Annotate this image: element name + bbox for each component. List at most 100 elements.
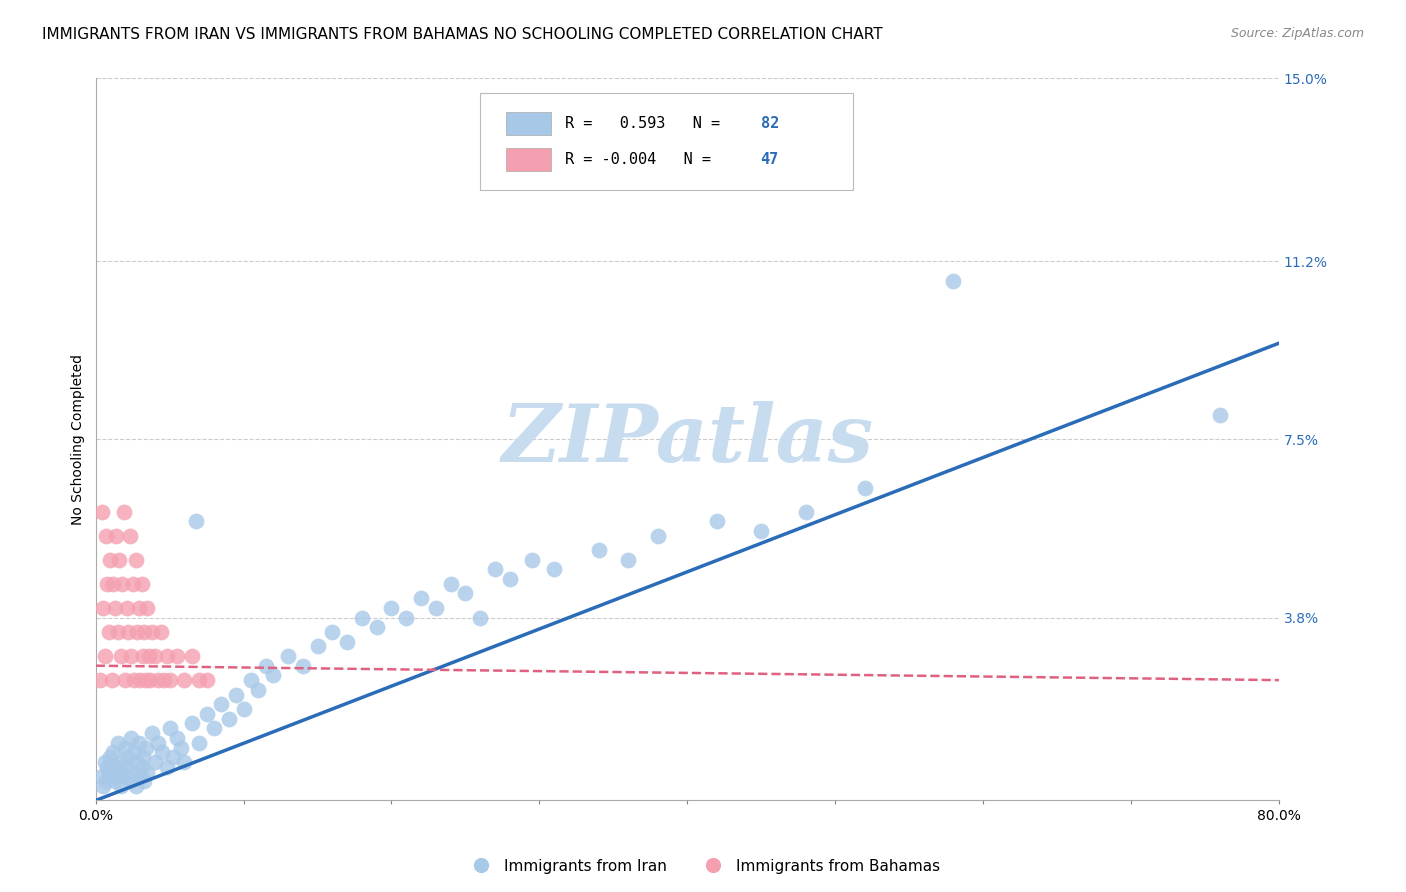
Point (108, 764, 131, 779)
Point (156, 760, 179, 774)
Point (647, 529, 669, 543)
Point (139, 673, 162, 687)
Point (1209, 409, 1232, 423)
Point (110, 648, 132, 663)
Point (136, 764, 159, 779)
Point (105, 760, 128, 774)
Point (90, 505, 112, 519)
Text: IMMIGRANTS FROM IRAN VS IMMIGRANTS FROM BAHAMAS NO SCHOOLING COMPLETED CORRELATI: IMMIGRANTS FROM IRAN VS IMMIGRANTS FROM … (42, 27, 883, 42)
Point (425, 601, 447, 615)
Text: R = -0.004   N =: R = -0.004 N = (565, 152, 720, 167)
Point (118, 774, 141, 789)
Point (150, 745, 173, 759)
Point (121, 577, 143, 591)
Point (588, 543, 610, 558)
Point (520, 553, 543, 567)
Point (195, 673, 218, 687)
FancyBboxPatch shape (506, 148, 551, 171)
Point (138, 648, 160, 663)
Text: 82: 82 (761, 116, 779, 131)
Point (291, 658, 314, 673)
Point (115, 760, 138, 774)
Point (115, 601, 138, 615)
Point (159, 721, 181, 735)
Point (111, 755, 134, 769)
Point (132, 750, 155, 764)
Point (470, 610, 492, 624)
Point (166, 731, 188, 745)
Point (484, 562, 506, 576)
Point (122, 673, 145, 687)
Point (307, 640, 329, 654)
Point (380, 601, 402, 615)
Point (103, 577, 125, 591)
Point (128, 736, 150, 750)
Point (173, 755, 195, 769)
Point (132, 648, 155, 663)
Point (409, 591, 432, 606)
Point (89, 673, 111, 687)
Point (321, 625, 343, 640)
Point (152, 673, 174, 687)
Point (125, 625, 148, 640)
Point (149, 625, 172, 640)
Point (162, 750, 184, 764)
Point (107, 625, 129, 640)
Point (173, 673, 195, 687)
Point (749, 524, 772, 538)
Point (543, 562, 565, 576)
Y-axis label: No Schooling Completed: No Schooling Completed (72, 354, 86, 525)
Point (146, 673, 169, 687)
Point (218, 712, 240, 726)
Point (124, 779, 146, 793)
Point (277, 648, 299, 663)
Point (134, 625, 156, 640)
Point (98, 625, 121, 640)
Point (143, 648, 166, 663)
Point (129, 769, 152, 783)
Point (101, 769, 124, 783)
Point (101, 673, 124, 687)
Text: ZIPatlas: ZIPatlas (501, 401, 873, 478)
Point (117, 625, 139, 640)
Point (108, 553, 131, 567)
Text: 47: 47 (761, 152, 779, 167)
Point (141, 726, 163, 740)
Point (120, 648, 142, 663)
Point (124, 553, 146, 567)
Point (239, 673, 262, 687)
Point (114, 673, 136, 687)
Point (103, 745, 125, 759)
Point (454, 586, 477, 600)
Point (112, 769, 135, 783)
Point (794, 505, 817, 519)
Point (117, 750, 139, 764)
Point (180, 716, 202, 731)
Point (188, 673, 211, 687)
Point (128, 601, 150, 615)
Point (93, 755, 115, 769)
Point (110, 779, 132, 793)
Point (131, 577, 153, 591)
Point (105, 529, 128, 543)
Point (186, 514, 208, 528)
Point (121, 764, 143, 779)
Point (96, 577, 118, 591)
Point (94, 774, 117, 789)
Point (136, 601, 159, 615)
Point (90, 769, 112, 783)
Point (439, 577, 461, 591)
Point (195, 706, 218, 721)
FancyBboxPatch shape (481, 93, 853, 190)
Point (104, 601, 127, 615)
Point (350, 610, 373, 624)
Point (141, 625, 163, 640)
Point (395, 610, 418, 624)
Point (262, 668, 284, 682)
Point (188, 736, 211, 750)
Text: Source: ZipAtlas.com: Source: ZipAtlas.com (1230, 27, 1364, 40)
Point (366, 620, 388, 634)
Legend: Immigrants from Iran, Immigrants from Bahamas: Immigrants from Iran, Immigrants from Ba… (460, 853, 946, 880)
Point (146, 736, 169, 750)
Point (209, 697, 232, 711)
